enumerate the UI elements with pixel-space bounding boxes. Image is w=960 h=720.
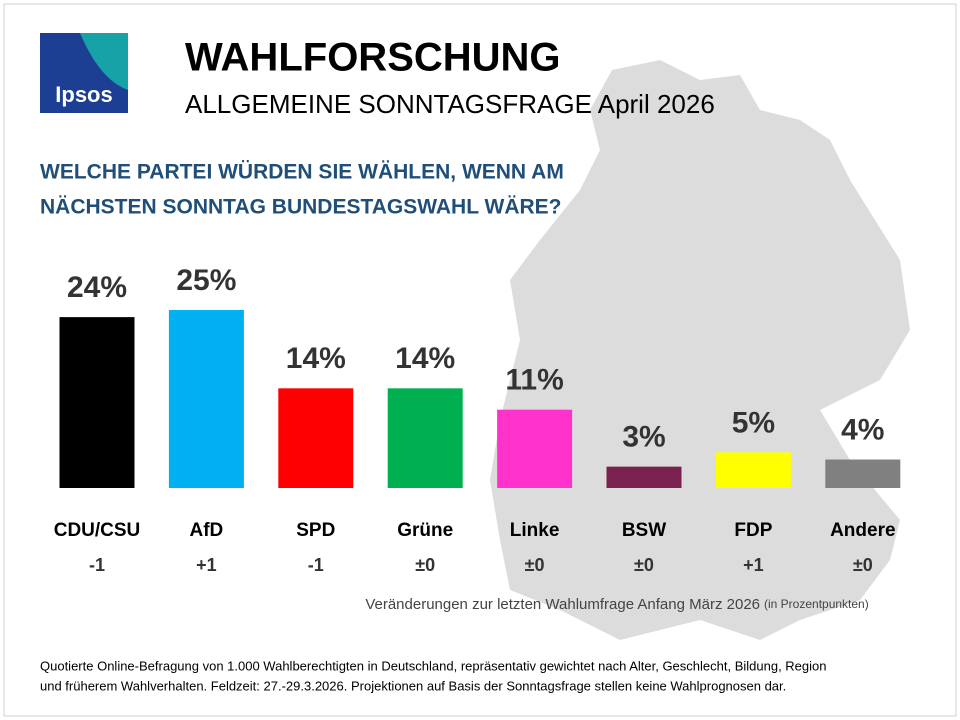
footnote: Quotierte Online-Befragung von 1.000 Wah… <box>40 658 827 673</box>
value-label: 25% <box>176 264 236 297</box>
question: WELCHE PARTEI WÜRDEN SIE WÄHLEN, WENN AM <box>40 161 564 184</box>
x-tick-label: BSW <box>622 520 666 541</box>
bar <box>497 409 573 488</box>
value-label: 24% <box>67 271 127 304</box>
value-label: 4% <box>841 413 884 446</box>
change-label: +1 <box>743 555 764 575</box>
bar <box>168 310 244 488</box>
note-unit: (in Prozentpunkten) <box>764 597 869 611</box>
bar <box>387 388 463 488</box>
logo-accent <box>80 33 128 90</box>
bar <box>278 388 354 488</box>
change-label: ±0 <box>634 555 654 575</box>
x-tick-label: Grüne <box>397 520 453 541</box>
footnote: und früherem Wahlverhalten. Feldzeit: 27… <box>40 678 786 693</box>
value-label: 14% <box>395 342 455 375</box>
question: NÄCHSTEN SONNTAG BUNDESTAGSWAHL WÄRE? <box>40 196 562 219</box>
bar <box>715 452 791 488</box>
value-label: 11% <box>505 364 563 397</box>
x-tick-label: FDP <box>734 520 772 541</box>
change-label: -1 <box>89 555 105 575</box>
x-tick-label: Linke <box>510 520 560 541</box>
change-label: ±0 <box>415 555 435 575</box>
bar <box>825 459 901 488</box>
x-tick-label: CDU/CSU <box>54 520 141 541</box>
chart-subtitle: ALLGEMEINE SONNTAGSFRAGE April 2026 <box>185 89 715 119</box>
bar <box>59 317 135 488</box>
x-tick-label: Andere <box>830 520 895 541</box>
note: Veränderungen zur letzten Wahlumfrage An… <box>365 596 760 613</box>
x-tick-label: SPD <box>296 520 335 541</box>
change-label: -1 <box>308 555 324 575</box>
frame <box>3 3 957 717</box>
change-label: ±0 <box>525 555 545 575</box>
value-label: 5% <box>732 406 775 439</box>
change-label: ±0 <box>853 555 873 575</box>
logo-text: Ipsos <box>55 82 112 107</box>
change-label: +1 <box>196 555 217 575</box>
map-silhouette <box>490 60 910 640</box>
bar <box>606 466 682 488</box>
value-label: 3% <box>622 421 665 454</box>
value-label: 14% <box>286 342 346 375</box>
chart-title: WAHLFORSCHUNG <box>185 36 561 80</box>
x-tick-label: AfD <box>190 520 224 541</box>
